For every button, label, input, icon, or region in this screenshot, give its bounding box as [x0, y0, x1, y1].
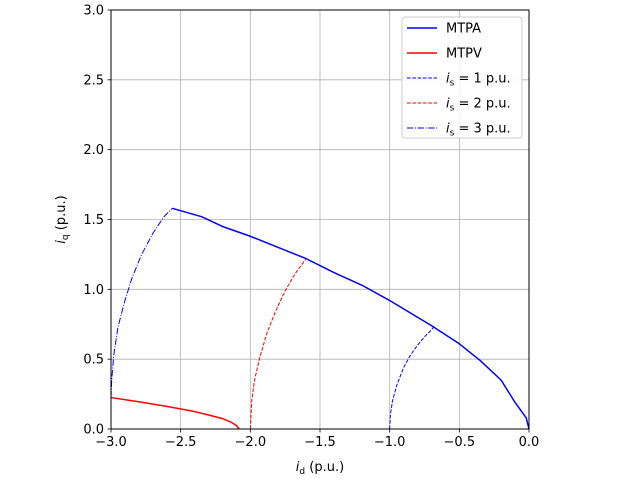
legend-label-3: is = 2 p.u. [446, 97, 511, 114]
legend-label-0: MTPA [446, 22, 481, 37]
x-tick-label: 0.0 [519, 435, 540, 450]
x-axis-label: id (p.u.) [296, 460, 344, 477]
y-tick-label: 0.0 [83, 423, 104, 438]
legend: MTPA MTPV is = 1 p.u. is = 2 p.u. is = 3 p.u… [401, 16, 523, 139]
legend-label-1: MTPV [446, 47, 482, 62]
legend-label-2: is = 1 p.u. [446, 72, 511, 89]
plot-lines [110, 207, 530, 430]
x-tick-label: −1.0 [374, 435, 406, 450]
y-tick-label: 2.0 [83, 143, 104, 158]
series-line-4 [110, 207, 173, 398]
x-tick-label: −2.0 [235, 435, 267, 450]
y-tick-label: 0.5 [83, 353, 104, 368]
series-line-0 [172, 207, 530, 430]
x-tick-label: −2.5 [165, 435, 197, 450]
y-axis-label: iq (p.u.) [54, 195, 71, 243]
y-tick-label: 1.0 [83, 283, 104, 298]
series-line-3 [249, 258, 307, 430]
legend-label-4: is = 3 p.u. [446, 122, 511, 139]
x-tick-label: −3.0 [95, 435, 127, 450]
series-line-1 [110, 396, 240, 430]
series-line-2 [389, 326, 435, 430]
x-tick-label: −0.5 [444, 435, 476, 450]
y-tick-label: 2.5 [83, 73, 104, 88]
y-tick-label: 1.5 [83, 213, 104, 228]
legend-box [401, 16, 523, 139]
y-tick-label: 3.0 [83, 4, 104, 19]
x-tick-label: −1.5 [304, 435, 336, 450]
ticks: −3.0 −2.5 −2.0 −1.5 −1.0 −0.5 0.0 0.0 0.5 1.0 1.5 2… [83, 4, 539, 451]
